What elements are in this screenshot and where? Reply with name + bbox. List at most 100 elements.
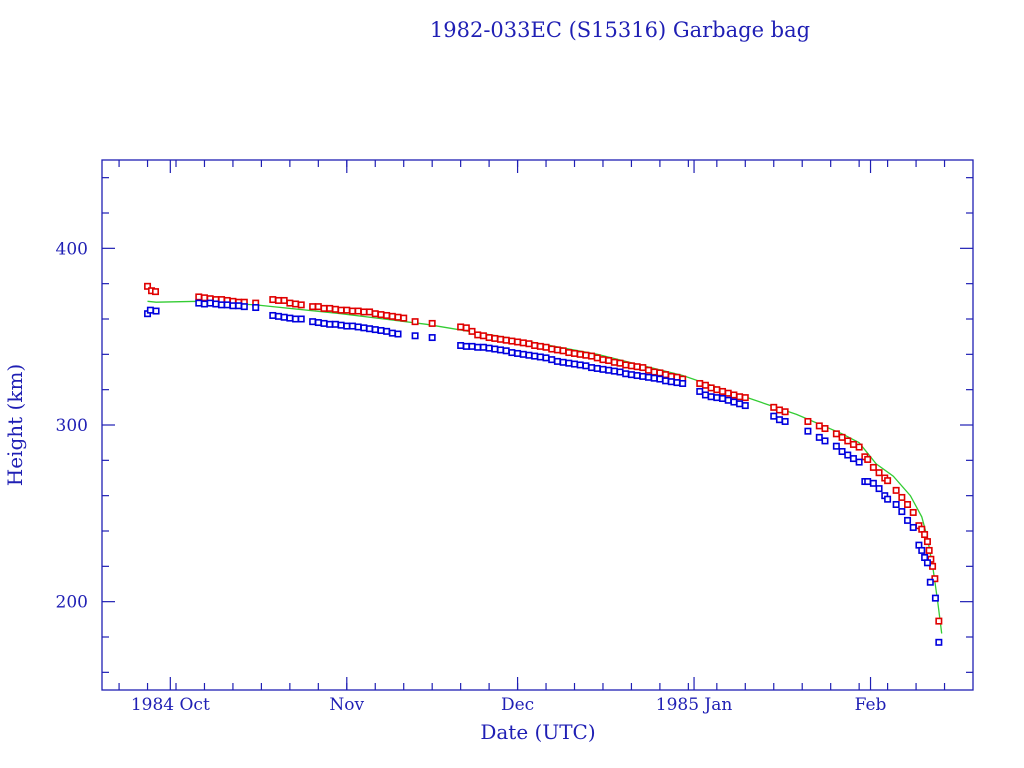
perigee-point (707, 393, 715, 401)
perigee-point (713, 394, 721, 402)
apogee-point (195, 293, 203, 301)
apogee-point (844, 437, 852, 445)
apogee-point (736, 393, 744, 401)
apogee-point (519, 339, 527, 347)
perigee-point (235, 302, 243, 310)
perigee-point (838, 447, 846, 455)
chart-title: 1982-033EC (S15316) Garbage bag (430, 18, 810, 42)
perigee-point (292, 315, 300, 323)
apogee-point (864, 455, 872, 463)
apogee-point (627, 362, 635, 370)
perigee-point (200, 300, 208, 308)
apogee-point (730, 391, 738, 399)
perigee-point (525, 351, 533, 359)
apogee-point (388, 312, 396, 320)
perigee-point (508, 349, 516, 357)
perigee-point (195, 299, 203, 307)
perigee-point (849, 455, 857, 463)
apogee-point (892, 486, 900, 494)
perigee-point (869, 479, 877, 487)
perigee-point (468, 342, 476, 350)
apogee-point (707, 384, 715, 392)
apogee-point (565, 349, 573, 357)
perigee-point (462, 342, 470, 350)
perigee-series (144, 299, 943, 646)
apogee-point (909, 508, 917, 516)
apogee-point (354, 307, 362, 315)
perigee-point (662, 377, 670, 385)
perigee-point (411, 332, 419, 340)
perigee-point (309, 318, 317, 326)
apogee-point (588, 352, 596, 360)
perigee-point (212, 300, 220, 308)
perigee-point (218, 301, 226, 309)
perigee-point (252, 304, 260, 312)
apogee-point (929, 562, 937, 570)
perigee-point (286, 314, 294, 322)
apogee-point (838, 433, 846, 441)
perigee-point (923, 559, 931, 567)
perigee-point (844, 451, 852, 459)
perigee-point (485, 344, 493, 352)
apogee-point (935, 617, 943, 625)
apogee-point (309, 303, 317, 311)
apogee-point (343, 306, 351, 314)
perigee-point (548, 356, 556, 364)
perigee-point (502, 347, 510, 355)
apogee-point (884, 477, 892, 485)
y-axis-label: Height (km) (3, 364, 27, 486)
plot-frame (101, 159, 974, 691)
perigee-point (320, 319, 328, 327)
apogee-point (616, 359, 624, 367)
apogee-point (491, 334, 499, 342)
apogee-point (571, 349, 579, 357)
apogee-point (832, 430, 840, 438)
apogee-point (639, 364, 647, 372)
apogee-point (713, 386, 721, 394)
apogee-point (502, 336, 510, 344)
perigee-point (892, 500, 900, 508)
apogee-point (152, 288, 160, 296)
perigee-point (337, 321, 345, 329)
perigee-point (639, 372, 647, 380)
apogee-point (576, 350, 584, 358)
apogee-point (815, 422, 823, 430)
perigee-point (645, 373, 653, 381)
apogee-point (719, 387, 727, 395)
perigee-point (565, 359, 573, 367)
perigee-point (730, 398, 738, 406)
perigee-point (314, 319, 322, 327)
perigee-point (223, 301, 231, 309)
apogee-point (536, 342, 544, 350)
perigee-point (864, 478, 872, 486)
apogee-point (559, 347, 567, 355)
apogee-point (531, 341, 539, 349)
perigee-point (491, 345, 499, 353)
perigee-point (588, 364, 596, 372)
perigee-point (741, 402, 749, 410)
apogee-point (775, 406, 783, 414)
perigee-point (229, 302, 237, 310)
perigee-point (394, 330, 402, 338)
plot-area (101, 159, 974, 691)
axis-ticks (102, 160, 973, 690)
perigee-point (719, 394, 727, 402)
apogee-point (280, 296, 288, 304)
apogee-point (650, 368, 658, 376)
apogee-point (371, 310, 379, 318)
apogee-point (781, 408, 789, 416)
perigee-point (622, 370, 630, 378)
perigee-point (855, 458, 863, 466)
perigee-point (582, 362, 590, 370)
x-axis-label: Date (UTC) (480, 720, 595, 744)
perigee-point (280, 313, 288, 321)
apogee-point (468, 327, 476, 335)
perigee-point (610, 367, 618, 375)
perigee-point (366, 325, 374, 333)
apogee-point (457, 323, 465, 331)
apogee-point (286, 299, 294, 307)
apogee-point (898, 493, 906, 501)
perigee-point (633, 372, 641, 380)
apogee-point (849, 440, 857, 448)
